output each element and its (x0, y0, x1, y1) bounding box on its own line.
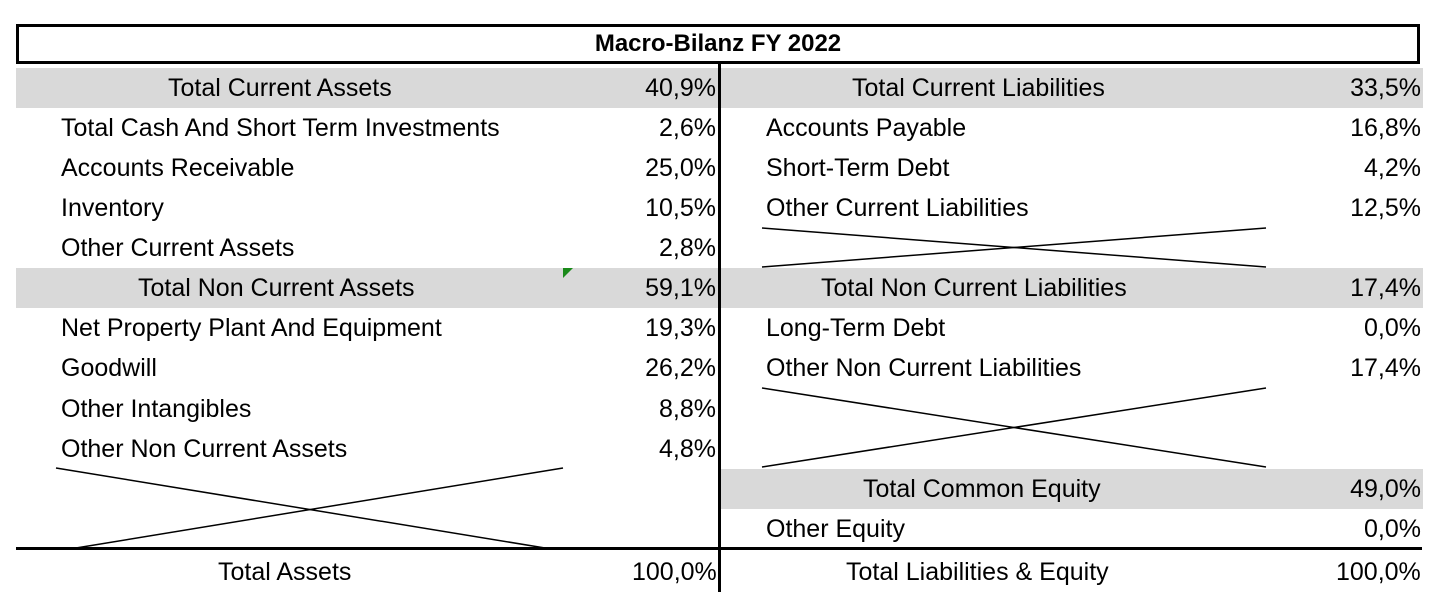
cell-comment-marker-icon (563, 268, 573, 278)
asset-label: Total Cash And Short Term Investments (61, 113, 500, 142)
liability-row: Other Current Liabilities 12,5% (721, 188, 1423, 228)
asset-row: Other Intangibles 8,8% (16, 389, 718, 429)
total-current-assets-label: Total Current Assets (168, 73, 392, 102)
liability-label: Other Non Current Liabilities (766, 353, 1082, 382)
total-non-current-liabilities-label: Total Non Current Liabilities (821, 273, 1127, 302)
asset-row: Other Current Assets 2,8% (16, 228, 718, 268)
liability-row: Long-Term Debt 0,0% (721, 308, 1423, 348)
asset-row: Total Cash And Short Term Investments 2,… (16, 108, 718, 148)
asset-row: Other Non Current Assets 4,8% (16, 429, 718, 469)
liability-label: Long-Term Debt (766, 313, 946, 342)
asset-value: 25,0% (645, 153, 716, 182)
asset-value: 8,8% (659, 394, 716, 423)
total-non-current-assets-label: Total Non Current Assets (138, 273, 415, 302)
liability-value: 12,5% (1350, 193, 1421, 222)
asset-row: Goodwill 26,2% (16, 348, 718, 388)
liability-label: Accounts Payable (766, 113, 967, 142)
total-current-assets-value: 40,9% (645, 73, 716, 102)
liability-value: 0,0% (1364, 313, 1421, 342)
column-divider (718, 64, 721, 592)
total-assets-value: 100,0% (632, 557, 717, 586)
equity-value: 0,0% (1364, 514, 1421, 543)
total-non-current-liabilities-value: 17,4% (1350, 273, 1421, 302)
total-common-equity-label: Total Common Equity (863, 474, 1101, 503)
asset-label: Other Current Assets (61, 233, 295, 262)
asset-row: Accounts Receivable 25,0% (16, 148, 718, 188)
asset-value: 2,8% (659, 233, 716, 262)
asset-label: Goodwill (61, 353, 157, 382)
asset-value: 2,6% (659, 113, 716, 142)
asset-value: 4,8% (659, 434, 716, 463)
total-non-current-assets-row: Total Non Current Assets 59,1% (16, 268, 718, 308)
total-non-current-liabilities-row: Total Non Current Liabilities 17,4% (721, 268, 1423, 308)
total-liabilities-equity-value: 100,0% (1336, 557, 1421, 586)
asset-label: Net Property Plant And Equipment (61, 313, 442, 342)
title-border (16, 24, 1420, 64)
asset-value: 10,5% (645, 193, 716, 222)
total-assets-label: Total Assets (218, 557, 352, 586)
liability-row: Accounts Payable 16,8% (721, 108, 1423, 148)
liability-value: 4,2% (1364, 153, 1421, 182)
total-liabilities-equity-label: Total Liabilities & Equity (846, 557, 1109, 586)
total-current-liabilities-row: Total Current Liabilities 33,5% (721, 68, 1423, 108)
totals-separator (16, 547, 1422, 550)
page-title: Macro-Bilanz FY 2022 (594, 30, 842, 57)
total-current-liabilities-label: Total Current Liabilities (852, 73, 1105, 102)
equity-label: Other Equity (766, 514, 905, 543)
asset-value: 26,2% (645, 353, 716, 382)
total-current-liabilities-value: 33,5% (1350, 73, 1421, 102)
asset-row: Net Property Plant And Equipment 19,3% (16, 308, 718, 348)
liability-row: Short-Term Debt 4,2% (721, 148, 1423, 188)
liability-value: 16,8% (1350, 113, 1421, 142)
liability-label: Other Current Liabilities (766, 193, 1029, 222)
total-common-equity-row: Total Common Equity 49,0% (721, 469, 1423, 509)
asset-label: Other Non Current Assets (61, 434, 348, 463)
total-non-current-assets-value: 59,1% (645, 273, 716, 302)
asset-row: Inventory 10,5% (16, 188, 718, 228)
asset-value: 19,3% (645, 313, 716, 342)
liability-value: 17,4% (1350, 353, 1421, 382)
asset-label: Other Intangibles (61, 394, 252, 423)
equity-row: Other Equity 0,0% (721, 509, 1423, 549)
liability-label: Short-Term Debt (766, 153, 950, 182)
asset-label: Inventory (61, 193, 164, 222)
liability-row: Other Non Current Liabilities 17,4% (721, 348, 1423, 388)
asset-label: Accounts Receivable (61, 153, 295, 182)
total-current-assets-row: Total Current Assets 40,9% (16, 68, 718, 108)
total-common-equity-value: 49,0% (1350, 474, 1421, 503)
